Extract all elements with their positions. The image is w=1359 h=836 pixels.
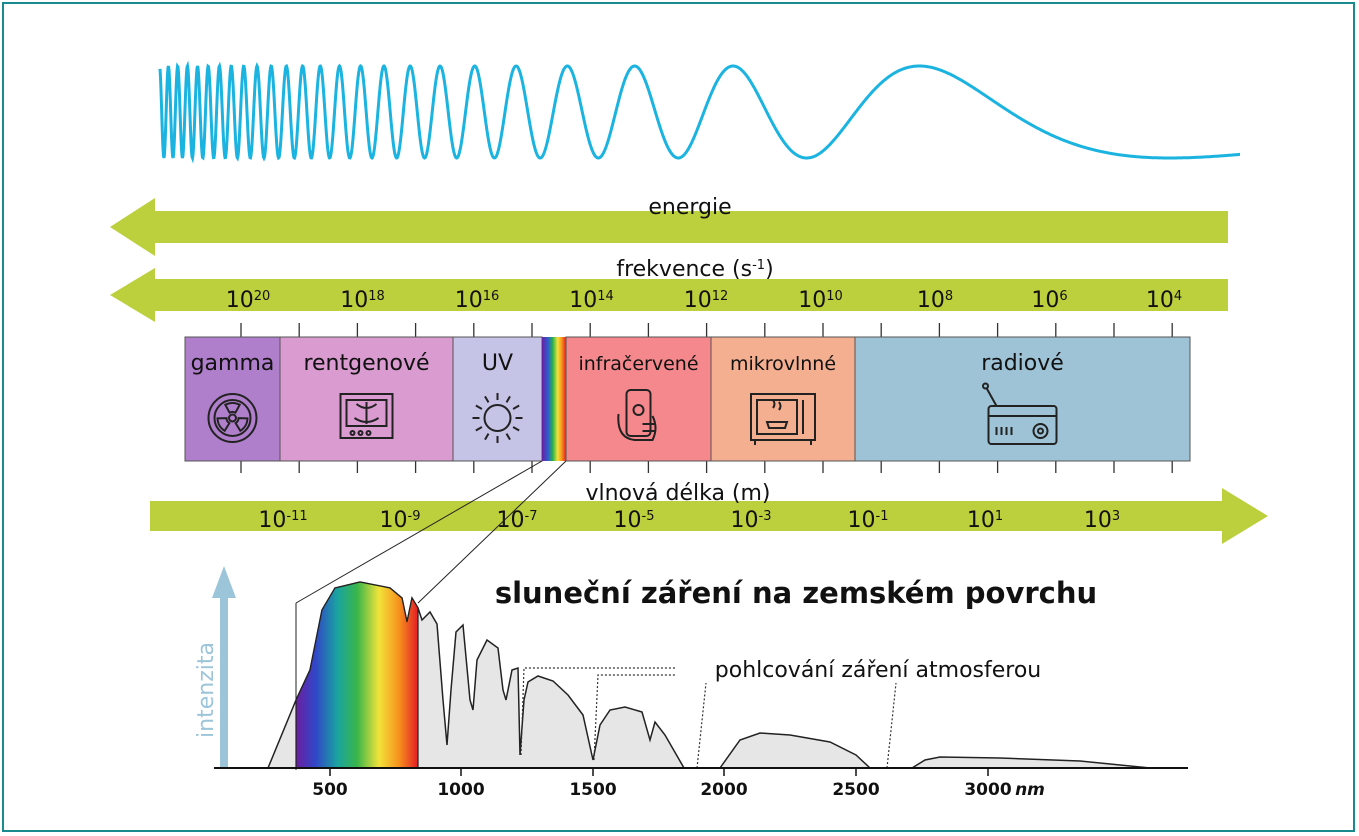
freqTicks-label: 1010	[798, 288, 843, 313]
band-label: infračervené	[578, 353, 698, 375]
absorption-dotted-2	[593, 674, 676, 761]
freqTicks-label: 106	[1031, 288, 1067, 313]
wlTicks-label: 10-9	[380, 508, 421, 533]
absorption-label: pohlcování záření atmosferou	[715, 658, 1041, 683]
freqTicks-label: 1012	[684, 288, 729, 313]
wlTicks-label: 101	[967, 508, 1003, 533]
freqTicks-label: 1016	[455, 288, 500, 313]
x-tick-label: 2000	[700, 780, 747, 800]
solar-title: sluneční záření na zemském povrchu	[495, 576, 1097, 610]
band-label: gamma	[191, 351, 275, 376]
frequency-label: frekvence (s-1)	[616, 257, 773, 282]
band-5	[854, 336, 1191, 462]
wlTicks-label: 10-7	[497, 508, 538, 533]
absorption-dotted-1	[520, 667, 676, 756]
band-boxes: gamma rentgenové UV infračervené mikrovlnné r…	[184, 336, 1191, 462]
radiation-icon	[207, 393, 258, 443]
absorption-dotted-3	[696, 682, 707, 769]
freqTicks-label: 1014	[569, 288, 614, 313]
frequency-arrow	[110, 268, 1228, 322]
wlTicks-label: 10-5	[614, 508, 655, 533]
band-label: radiové	[981, 351, 1064, 376]
solar-curve-band3	[909, 756, 1151, 769]
zoom-line-left	[295, 460, 543, 604]
x-tick-label: 2500	[832, 780, 879, 800]
absorption-dotted-4	[886, 682, 897, 769]
solar-curve-band2	[718, 732, 872, 769]
frequency-ticks: 1020 1018 1016 1014 1012 1010 108 106 104	[226, 288, 1182, 313]
x-tick-label: 1500	[569, 780, 616, 800]
wlTicks-label: 103	[1084, 508, 1120, 533]
band-label: rentgenové	[303, 351, 429, 376]
intensity-axis-head	[212, 566, 236, 598]
wave-line	[158, 60, 1240, 164]
x-axis-ticks: 500 1000 1500 2000 2500 3000 nm	[312, 768, 1045, 800]
x-tick-label: 3000	[964, 780, 1011, 800]
band-label: UV	[482, 351, 513, 376]
freqTicks-label: 1020	[226, 288, 271, 313]
wavelength-arrow	[150, 488, 1268, 544]
energy-label: energie	[648, 195, 731, 220]
radio-icon	[982, 382, 1058, 445]
freqTicks-label: 104	[1146, 288, 1182, 313]
visible-spectrum	[295, 581, 419, 769]
band-label: mikrovlnné	[730, 353, 836, 375]
x-tick-label: 1000	[437, 780, 484, 800]
intensity-label: intenzita	[194, 642, 219, 738]
x-unit-label: nm	[1015, 780, 1045, 800]
energy-arrow	[110, 198, 1228, 256]
wlTicks-label: 10-11	[258, 508, 307, 533]
xray-icon	[339, 393, 394, 439]
freqTicks-label: 108	[917, 288, 953, 313]
remote-control-icon	[617, 389, 657, 441]
wavelength-ticks: 10-11 10-9 10-7 10-5 10-3 10-1 101 103	[258, 508, 1120, 533]
sun-icon	[472, 393, 523, 443]
visible-strip	[542, 337, 566, 461]
wlTicks-label: 10-1	[848, 508, 889, 533]
zoom-line-right	[417, 460, 567, 604]
band-tick-marks	[240, 323, 1173, 473]
wlTicks-label: 10-3	[731, 508, 772, 533]
freqTicks-label: 1018	[340, 288, 385, 313]
wavelength-label: vlnová délka (m)	[585, 481, 770, 506]
microwave-icon	[750, 393, 816, 445]
x-tick-label: 500	[312, 780, 348, 800]
